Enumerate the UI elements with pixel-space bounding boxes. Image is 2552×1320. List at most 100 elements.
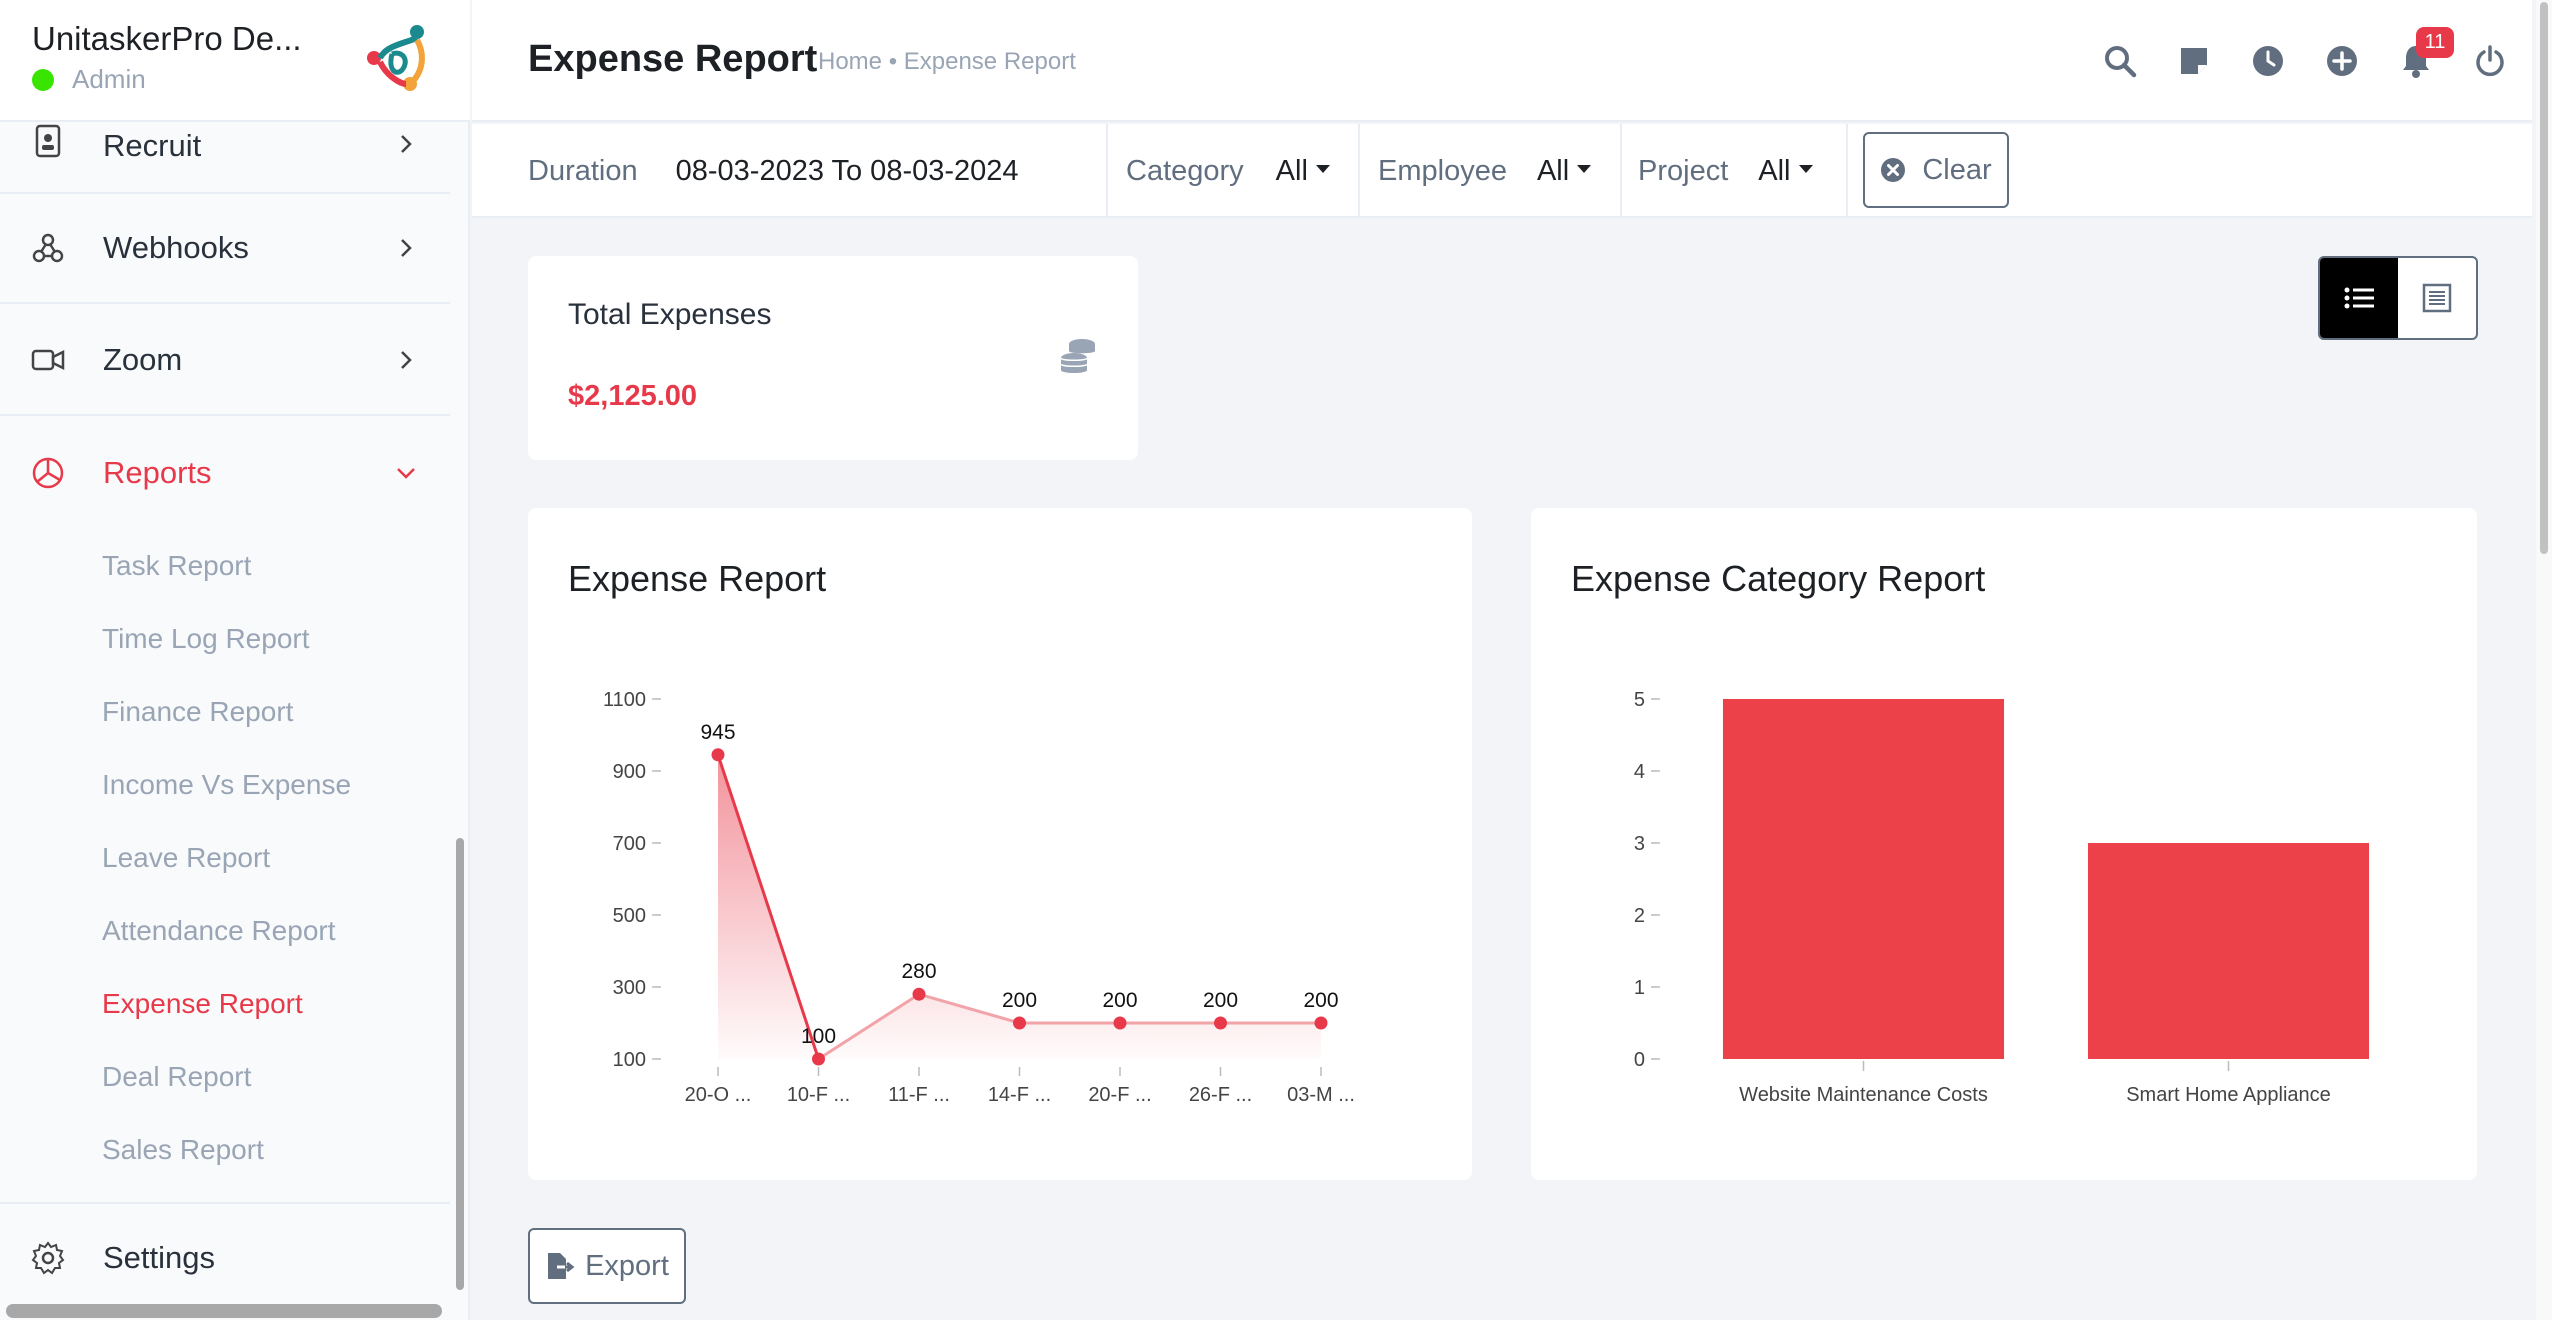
- sidebar-link-income-vs-expense[interactable]: Income Vs Expense: [102, 769, 352, 800]
- data-point: [1013, 1016, 1026, 1030]
- bar: [2087, 843, 2370, 1059]
- sidebar-link-deal-report[interactable]: Deal Report: [102, 1061, 252, 1092]
- y-tick-label: 5: [1634, 689, 1645, 711]
- data-label: 200: [1303, 989, 1338, 1012]
- sticky-note-icon[interactable]: [2174, 41, 2214, 81]
- expense-category-bar-chart: 0 1 2 3 4 5 Website Maintenance Costs Smart Hom…: [1634, 689, 2370, 1106]
- table-icon: [2422, 283, 2452, 313]
- add-circle-icon[interactable]: [2322, 41, 2362, 81]
- page-scrollbar[interactable]: [2536, 0, 2552, 1320]
- sidebar-link-sales-report[interactable]: Sales Report: [102, 1134, 264, 1165]
- duration-label: Duration: [528, 154, 638, 187]
- category-select[interactable]: All: [1276, 155, 1330, 188]
- page-scrollbar-thumb[interactable]: [2540, 2, 2548, 554]
- data-label: 200: [1102, 989, 1137, 1012]
- sidebar-item-label: Recruit: [103, 128, 202, 163]
- coins-icon: [1060, 339, 1095, 373]
- data-label: 200: [1203, 989, 1238, 1012]
- sidebar-item-reports[interactable]: Reports: [0, 418, 450, 528]
- data-label: 945: [700, 721, 735, 744]
- clear-filters-button[interactable]: Clear: [1863, 132, 2009, 208]
- project-select[interactable]: All: [1758, 155, 1813, 188]
- y-tick-label: 2: [1634, 905, 1645, 927]
- sidebar-link-finance-report[interactable]: Finance Report: [102, 696, 294, 727]
- notification-count-badge: 11: [2416, 27, 2454, 58]
- pie-chart-icon: [30, 455, 66, 491]
- total-expenses-value: $2,125.00: [568, 380, 698, 412]
- gear-icon: [30, 1240, 66, 1276]
- sidebar-link-task-report[interactable]: Task Report: [102, 550, 252, 581]
- notification-bell-icon[interactable]: 11: [2396, 27, 2454, 81]
- chart-title: Expense Category Report: [1571, 558, 1986, 599]
- clock-icon[interactable]: [2248, 41, 2288, 81]
- page-title: Expense Report: [528, 38, 818, 80]
- sidebar-link-attendance-report[interactable]: Attendance Report: [102, 915, 336, 946]
- employee-label: Employee: [1378, 154, 1507, 187]
- times-circle-icon: [1881, 158, 1906, 182]
- employee-select[interactable]: All: [1536, 154, 1592, 188]
- y-tick-label: 1100: [603, 689, 646, 711]
- data-point: [912, 987, 926, 1001]
- line-segment: [716, 754, 820, 1060]
- view-toggle: [2318, 256, 2478, 340]
- table-view-button[interactable]: [2398, 258, 2476, 338]
- x-tick-label: Website Maintenance Costs: [1739, 1084, 1988, 1106]
- user-role: Admin: [32, 64, 146, 95]
- y-tick-label: 700: [613, 833, 646, 855]
- total-expenses-title: Total Expenses: [568, 298, 772, 331]
- duration-filter[interactable]: Duration 08-03-2023 To 08-03-2024: [472, 124, 1108, 218]
- list-icon: [2344, 287, 2374, 309]
- employee-select-value: All: [1536, 154, 1570, 187]
- data-label: 280: [901, 960, 936, 983]
- chevron-down-icon: [397, 468, 415, 479]
- y-tick-label: 300: [613, 977, 646, 999]
- project-label: Project: [1638, 154, 1729, 187]
- x-tick-label: 10-F ...: [787, 1084, 850, 1106]
- role-label: Admin: [72, 64, 146, 94]
- sidebar-link-time-log-report[interactable]: Time Log Report: [102, 623, 310, 654]
- y-tick-label: 4: [1634, 761, 1645, 783]
- sidebar-item-webhooks[interactable]: Webhooks: [0, 194, 450, 304]
- sidebar-item-label: Webhooks: [103, 230, 249, 265]
- x-tick-label: 20-O ...: [685, 1084, 752, 1106]
- data-point: [711, 748, 725, 762]
- project-filter[interactable]: Project All: [1622, 124, 1848, 218]
- y-tick-label: 500: [613, 905, 646, 927]
- breadcrumb[interactable]: Home • Expense Report: [818, 48, 1076, 75]
- sidebar-item-settings[interactable]: Settings: [0, 1202, 450, 1312]
- brand-header[interactable]: UnitaskerPro De... Admin: [0, 0, 470, 122]
- sidebar-item-label: Settings: [103, 1240, 216, 1275]
- expense-report-chart-card: Expense Report 100 300 500 700 900 1100 20-O .…: [528, 508, 1472, 1180]
- list-view-button[interactable]: [2320, 258, 2398, 338]
- online-status-icon: [32, 68, 54, 91]
- x-tick-label: 11-F ...: [888, 1084, 950, 1106]
- chevron-right-icon: [401, 351, 412, 369]
- export-button[interactable]: Export: [528, 1228, 686, 1304]
- employee-filter[interactable]: Employee All: [1360, 124, 1622, 218]
- x-tick-label: Smart Home Appliance: [2126, 1084, 2331, 1106]
- category-label: Category: [1126, 154, 1244, 187]
- caret-down-icon: [1577, 165, 1592, 173]
- chart-title: Expense Report: [568, 558, 827, 599]
- data-point: [1214, 1016, 1227, 1030]
- y-tick-label: 1: [1634, 977, 1645, 999]
- y-tick-label: 100: [613, 1049, 646, 1071]
- sidebar-link-expense-report[interactable]: Expense Report: [102, 988, 303, 1019]
- sidebar-link-leave-report[interactable]: Leave Report: [102, 842, 271, 873]
- expense-category-chart-card: Expense Category Report 0 1 2 3 4 5 Website Ma…: [1531, 508, 2477, 1180]
- caret-down-icon: [1315, 165, 1330, 173]
- sidebar-item-recruit[interactable]: Recruit: [0, 90, 450, 194]
- sidebar-scrollbar[interactable]: [456, 838, 464, 1290]
- company-name: UnitaskerPro De...: [32, 20, 302, 57]
- sidebar-item-zoom[interactable]: Zoom: [0, 306, 450, 416]
- top-header: Expense Report Home • Expense Report 11: [472, 0, 2532, 122]
- category-filter[interactable]: Category All: [1108, 124, 1360, 218]
- video-camera-icon: [30, 342, 66, 378]
- sidebar-horizontal-scrollbar[interactable]: [6, 1304, 442, 1318]
- search-icon[interactable]: [2100, 41, 2140, 81]
- duration-value[interactable]: 08-03-2023 To 08-03-2024: [675, 154, 1019, 187]
- power-icon[interactable]: [2470, 41, 2510, 81]
- y-tick-label: 3: [1634, 833, 1645, 855]
- webhook-icon: [30, 230, 66, 266]
- line-segment: [817, 992, 920, 1061]
